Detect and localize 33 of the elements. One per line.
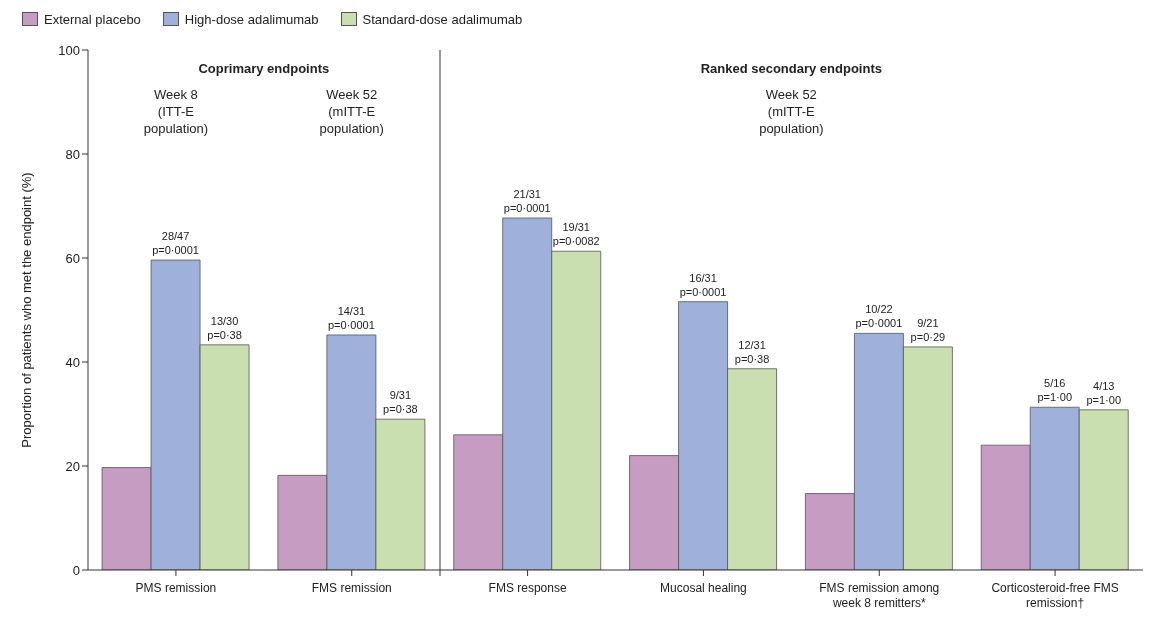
legend-label: Standard-dose adalimumab [362, 11, 523, 27]
data-label: 13/30 p=0·38 [207, 314, 242, 341]
data-label: 28/47 p=0·0001 [152, 230, 199, 257]
legend-label: External placebo [44, 11, 141, 27]
data-label: 14/31 p=0·0001 [328, 304, 375, 331]
x-tick-label: FMS remission [311, 581, 392, 595]
y-tick-label: 80 [65, 146, 80, 162]
x-tick-label: FMS response [488, 581, 567, 595]
legend-label: High-dose adalimumab [184, 11, 319, 27]
y-axis-title: Proportion of patients who met the endpoint (%) [18, 172, 34, 448]
y-tick-label: 40 [65, 354, 80, 370]
annotation: Coprimary endpoints [197, 60, 331, 78]
annotation: Week 52 (mITT-E population) [758, 86, 825, 138]
data-label: 10/22 p=0·0001 [855, 303, 903, 330]
x-tick-label: PMS remission [135, 581, 217, 595]
x-tick-label: Corticosteroid-free FMS remission† [991, 581, 1119, 610]
annotation: Ranked secondary endpoints [699, 60, 883, 78]
data-label: 4/13 p=1·00 [1086, 379, 1122, 406]
data-label: 9/21 p=0·29 [910, 316, 946, 343]
data-label: 21/31 p=0·0001 [503, 187, 551, 214]
data-label: 9/31 p=0·38 [383, 389, 418, 416]
data-label: 12/31 p=0·38 [734, 338, 770, 365]
data-label: 16/31 p=0·0001 [679, 271, 727, 298]
data-label: 5/16 p=1·00 [1037, 377, 1073, 404]
x-tick-label: FMS remission among week 8 remitters* [819, 581, 940, 610]
annotation: Week 8 (ITT-E population) [142, 86, 210, 138]
y-tick-label: 0 [72, 562, 80, 578]
y-tick-label: 60 [65, 250, 80, 266]
data-label: 19/31 p=0·0082 [552, 221, 600, 248]
annotation: Week 52 (mITT-E population) [318, 86, 385, 138]
y-tick-label: 20 [65, 458, 80, 474]
x-tick-label: Mucosal healing [660, 581, 747, 595]
y-tick-label: 100 [58, 42, 80, 58]
